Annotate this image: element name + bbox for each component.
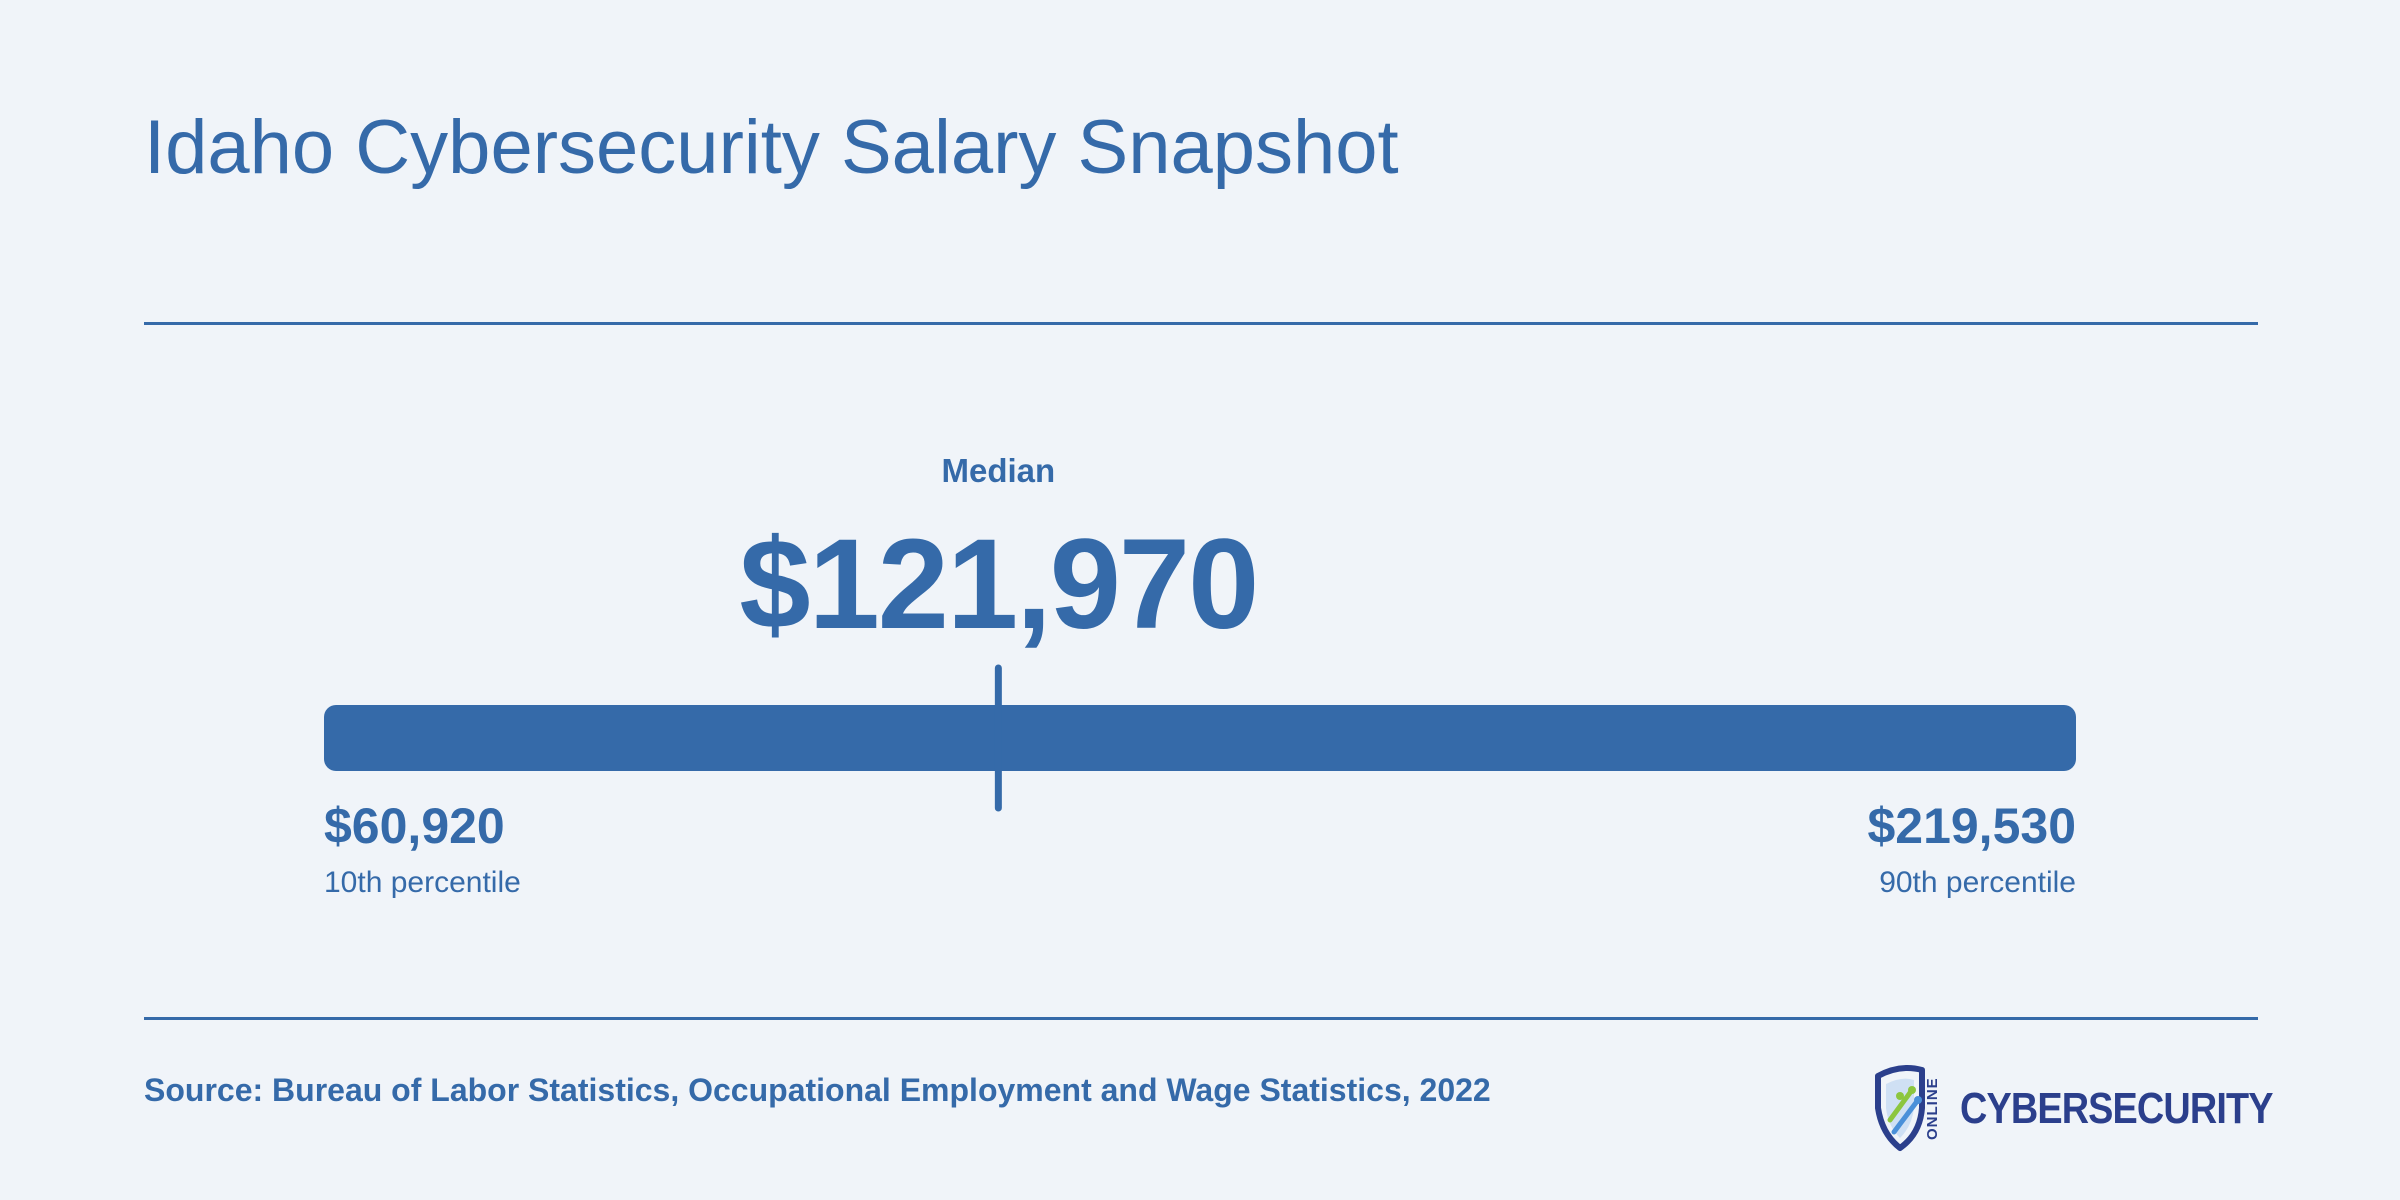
max-caption: 90th percentile (1879, 866, 2076, 899)
source-note: Source: Bureau of Labor Statistics, Occu… (144, 1072, 1491, 1108)
salary-range-bar (324, 705, 2076, 771)
min-value: $60,920 (324, 798, 505, 854)
min-caption: 10th percentile (324, 866, 521, 899)
logo-online-text: ONLINE (1924, 1077, 1941, 1140)
brand-logo: ONLINE CYBERSECURITY (1872, 1060, 2273, 1156)
shield-circuit-icon (1875, 1065, 1925, 1151)
median-value: $121,970 (739, 513, 1259, 656)
median-caption: Median (941, 452, 1056, 489)
max-value: $219,530 (1867, 798, 2076, 854)
logo-wordmark: CYBERSECURITY (1960, 1084, 2273, 1133)
top-divider (144, 322, 2258, 325)
bottom-divider (144, 1017, 2258, 1020)
page-title: Idaho Cybersecurity Salary Snapshot (144, 105, 1399, 190)
